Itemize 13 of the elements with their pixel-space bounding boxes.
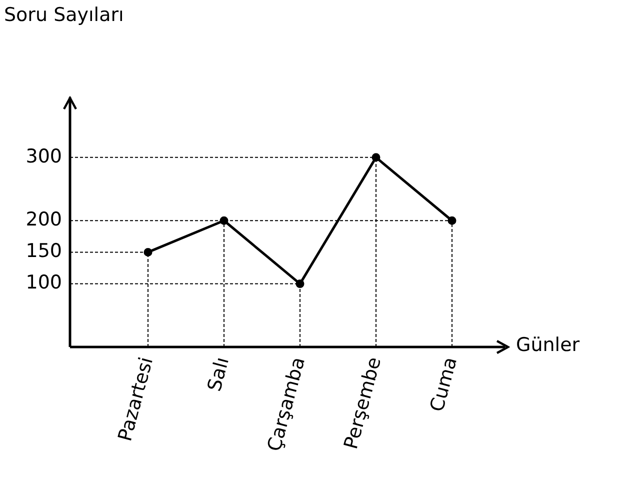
x-tick-label: Cuma (426, 354, 462, 414)
y-axis-title: Soru Sayıları (4, 4, 124, 26)
point (296, 280, 304, 288)
point (448, 216, 456, 225)
x-axis-title: Günler (516, 334, 580, 356)
x-tick-label: Salı (203, 354, 234, 394)
point (372, 153, 380, 162)
y-tick-label: 300 (26, 145, 62, 168)
point (144, 248, 152, 256)
y-tick-label: 200 (26, 208, 62, 231)
y-tick-label: 150 (26, 240, 62, 262)
point (220, 216, 228, 225)
y-tick-label: 100 (26, 272, 62, 294)
